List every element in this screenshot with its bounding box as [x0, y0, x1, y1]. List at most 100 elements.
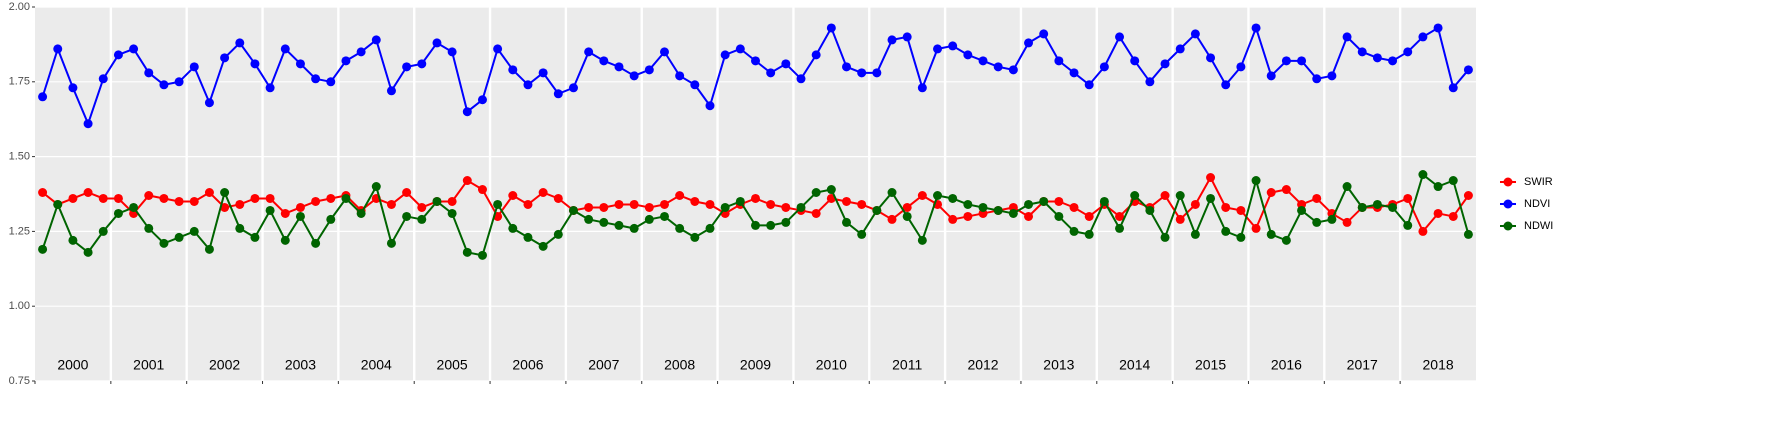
legend-key-point — [1503, 221, 1513, 231]
data-point — [1221, 80, 1231, 90]
data-point — [371, 182, 381, 192]
x-tick-label: 2001 — [133, 357, 164, 373]
data-point — [1039, 29, 1049, 39]
data-point — [402, 188, 412, 198]
data-point — [811, 188, 821, 198]
data-point — [1175, 44, 1185, 54]
data-point — [887, 35, 897, 45]
data-point — [1403, 220, 1413, 230]
x-tick-label: 2008 — [664, 357, 695, 373]
data-point — [144, 190, 154, 200]
data-point — [371, 35, 381, 45]
data-point — [1130, 56, 1140, 66]
data-point — [751, 193, 760, 203]
data-point — [235, 223, 245, 233]
data-point — [1463, 190, 1473, 200]
y-tick-label: 1.00 — [9, 300, 30, 312]
data-point — [1160, 232, 1170, 242]
data-point — [386, 199, 396, 209]
data-point — [1342, 217, 1352, 227]
x-tick-label: 2009 — [740, 357, 771, 373]
data-point — [842, 196, 852, 206]
data-point — [872, 68, 882, 78]
data-point — [963, 50, 973, 60]
data-point — [326, 193, 336, 203]
data-point — [690, 232, 700, 242]
data-point — [887, 214, 897, 224]
data-point — [250, 193, 260, 203]
data-point — [1418, 226, 1428, 236]
data-point — [644, 65, 654, 75]
data-point — [902, 202, 912, 212]
data-point — [902, 211, 912, 221]
data-point — [584, 214, 594, 224]
data-point — [781, 202, 791, 212]
data-point — [1054, 211, 1064, 221]
data-point — [1008, 65, 1018, 75]
y-tick-label: 1.75 — [9, 76, 30, 88]
data-point — [1221, 226, 1231, 236]
data-point — [1145, 77, 1155, 87]
data-point — [1084, 211, 1094, 221]
data-point — [720, 202, 730, 212]
data-point — [189, 226, 199, 236]
data-point — [599, 56, 609, 66]
data-point — [1388, 202, 1398, 212]
data-point — [826, 185, 836, 195]
data-point — [53, 44, 63, 54]
data-point — [68, 235, 78, 245]
data-point — [902, 32, 912, 42]
data-point — [887, 188, 897, 198]
data-point — [1327, 214, 1337, 224]
data-point — [417, 214, 427, 224]
data-point — [826, 23, 836, 33]
legend-label: SWIR — [1524, 176, 1553, 188]
data-point — [1190, 29, 1200, 39]
data-point — [432, 38, 442, 48]
y-tick-label: 0.75 — [9, 375, 30, 387]
data-point — [1388, 56, 1398, 66]
data-point — [432, 196, 442, 206]
data-point — [1236, 62, 1246, 72]
data-point — [1433, 23, 1443, 33]
data-point — [1297, 56, 1307, 66]
data-point — [402, 211, 412, 221]
data-point — [386, 238, 396, 248]
data-point — [675, 71, 685, 81]
data-point — [811, 50, 821, 60]
data-point — [675, 190, 685, 200]
data-point — [963, 199, 973, 209]
data-point — [933, 190, 943, 200]
data-point — [204, 98, 214, 108]
data-point — [477, 250, 487, 260]
data-point — [1372, 199, 1382, 209]
data-point — [493, 44, 503, 54]
data-point — [735, 196, 745, 206]
data-point — [584, 202, 594, 212]
data-point — [1024, 211, 1034, 221]
data-point — [599, 217, 609, 227]
data-point — [1236, 232, 1246, 242]
data-point — [204, 244, 214, 254]
data-point — [235, 38, 245, 48]
data-point — [83, 119, 93, 129]
data-point — [917, 190, 927, 200]
data-point — [1160, 190, 1170, 200]
data-point — [1297, 205, 1307, 215]
data-point — [68, 193, 78, 203]
data-point — [993, 62, 1003, 72]
x-tick-label: 2007 — [588, 357, 619, 373]
data-point — [295, 211, 305, 221]
data-point — [523, 232, 533, 242]
data-point — [948, 193, 958, 203]
x-tick-label: 2004 — [361, 357, 392, 373]
data-point — [1418, 170, 1428, 180]
data-point — [356, 208, 366, 218]
data-point — [1266, 229, 1276, 239]
data-point — [98, 74, 108, 84]
data-point — [113, 193, 123, 203]
data-point — [83, 247, 93, 257]
data-point — [857, 68, 867, 78]
data-point — [1069, 226, 1079, 236]
data-point — [644, 202, 654, 212]
